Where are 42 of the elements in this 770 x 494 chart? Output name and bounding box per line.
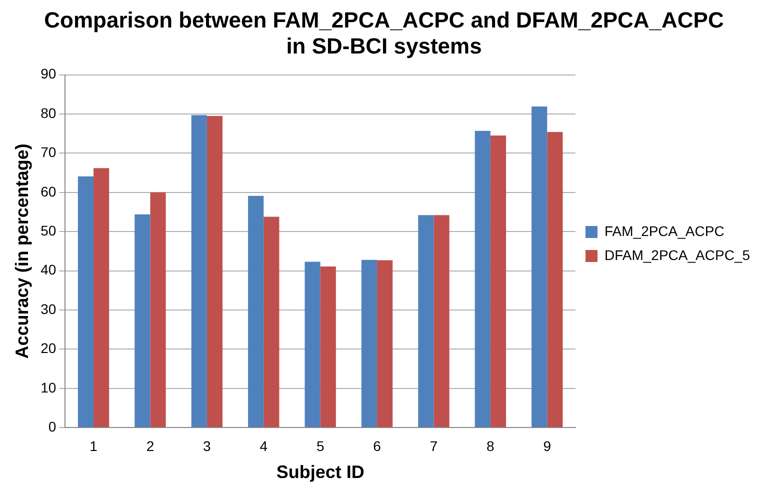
x-tick-label: 5 xyxy=(316,438,324,454)
y-tick-label: 10 xyxy=(40,379,56,396)
x-tick-label: 2 xyxy=(146,438,154,454)
y-tick-label: 0 xyxy=(48,418,56,434)
x-tick-label: 1 xyxy=(90,438,98,454)
bar xyxy=(418,215,434,428)
bar xyxy=(474,130,490,428)
bar xyxy=(150,192,166,428)
x-tick-label: 8 xyxy=(486,438,495,454)
bar xyxy=(532,106,548,428)
x-tick-label: 4 xyxy=(260,438,268,454)
x-tick-label: 9 xyxy=(543,438,552,454)
bar xyxy=(361,260,378,428)
y-axis-title: Accuracy (in percentage) xyxy=(12,144,32,359)
bar xyxy=(134,214,150,428)
y-tick-label: 30 xyxy=(40,300,56,317)
y-tick-label: 50 xyxy=(40,222,56,238)
x-tick-label: 6 xyxy=(373,438,382,454)
chart-title: Comparison between FAM_2PCA_ACPC and DFAM_2PCA_ACPC in SD-BCI systems xyxy=(44,7,724,59)
bar xyxy=(264,216,280,428)
y-tick-label: 80 xyxy=(40,104,56,121)
bar xyxy=(78,176,94,428)
bar xyxy=(94,168,110,428)
y-tick-label: 40 xyxy=(40,262,56,278)
x-tick-label: 7 xyxy=(430,438,438,454)
y-tick-label: 90 xyxy=(40,66,56,82)
bar xyxy=(320,266,336,428)
bar xyxy=(206,116,223,428)
bar xyxy=(434,215,450,428)
legend-label: FAM_2PCA_ACPC xyxy=(604,222,724,239)
bar xyxy=(377,260,393,428)
bar xyxy=(191,115,207,428)
x-axis-title: Subject ID xyxy=(276,462,364,482)
bar xyxy=(490,136,506,428)
y-tick-label: 20 xyxy=(40,340,56,356)
bar xyxy=(547,132,563,428)
y-tick-label: 60 xyxy=(40,183,56,200)
bar xyxy=(304,262,320,428)
y-tick-label: 70 xyxy=(40,144,56,160)
bar xyxy=(248,196,264,428)
legend-label: DFAM_2PCA_ACPC_5 xyxy=(604,246,750,263)
x-tick-label: 3 xyxy=(203,438,212,454)
